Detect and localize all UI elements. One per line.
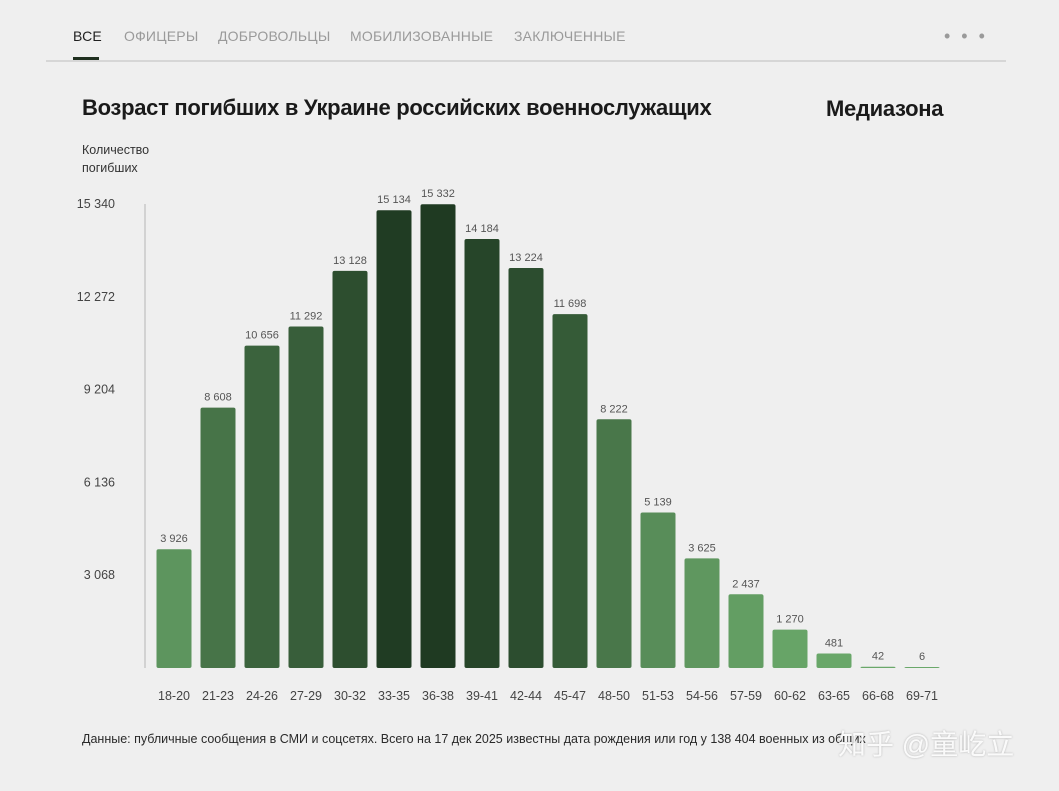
more-options-icon[interactable]: • • • (944, 26, 988, 46)
x-tick-label: 51-53 (642, 689, 674, 703)
bar (860, 666, 896, 668)
brand-logo: Медиазона (826, 96, 944, 121)
x-tick-label: 21-23 (202, 689, 234, 703)
data-source-note: Данные: публичные сообщения в СМИ и соцс… (82, 732, 866, 746)
bar-value-label: 1 270 (776, 614, 804, 626)
bar (200, 407, 236, 668)
bar (728, 594, 764, 668)
x-tick-label: 33-35 (378, 689, 410, 703)
bar (156, 549, 192, 668)
x-tick-label: 66-68 (862, 689, 894, 703)
x-tick-label: 27-29 (290, 689, 322, 703)
bar-value-label: 5 139 (644, 497, 672, 509)
filter-tabs: ВСЕ ОФИЦЕРЫ ДОБРОВОЛЬЦЫ МОБИЛИЗОВАННЫЕ З… (46, 0, 1006, 62)
x-tick-label: 60-62 (774, 689, 806, 703)
bar (508, 268, 544, 668)
bar (552, 314, 588, 668)
bar-value-label: 481 (825, 637, 843, 649)
bar-value-label: 15 134 (377, 194, 411, 206)
active-tab-indicator (73, 57, 99, 60)
x-tick-label: 63-65 (818, 689, 850, 703)
x-tick-label: 48-50 (598, 689, 630, 703)
bar-value-label: 42 (872, 651, 884, 663)
bar (904, 667, 940, 668)
tab-officers[interactable]: ОФИЦЕРЫ (124, 28, 199, 44)
bar (332, 270, 368, 668)
y-tick-label: 9 204 (84, 383, 115, 397)
x-tick-label: 24-26 (246, 689, 278, 703)
x-tick-label: 30-32 (334, 689, 366, 703)
chart-title: Возраст погибших в Украине российских во… (82, 95, 712, 120)
bar (244, 345, 280, 668)
bar-value-label: 11 292 (290, 310, 323, 322)
tab-all[interactable]: ВСЕ (73, 28, 102, 44)
tab-volunteers[interactable]: ДОБРОВОЛЬЦЫ (218, 28, 331, 44)
x-tick-label: 39-41 (466, 689, 498, 703)
bar (816, 653, 852, 668)
x-tick-label: 42-44 (510, 689, 542, 703)
bar-value-label: 6 (919, 651, 925, 663)
x-tick-label: 57-59 (730, 689, 762, 703)
y-tick-label: 6 136 (84, 475, 115, 489)
bar-value-label: 8 222 (600, 403, 628, 415)
x-tick-label: 45-47 (554, 689, 586, 703)
y-axis-label: Количество погибших (82, 143, 150, 175)
x-tick-label: 69-71 (906, 689, 938, 703)
bar (420, 204, 456, 668)
bar-value-label: 11 698 (554, 298, 587, 310)
tab-prisoners[interactable]: ЗАКЛЮЧЕННЫЕ (514, 28, 626, 44)
bar-value-label: 15 332 (421, 188, 455, 200)
bar-value-label: 13 224 (509, 252, 543, 264)
bar (464, 238, 500, 668)
bar (376, 210, 412, 669)
bar (288, 326, 324, 668)
bar-value-label: 14 184 (465, 223, 499, 235)
bar-value-label: 3 625 (688, 542, 716, 554)
bar (684, 558, 720, 668)
bar-value-label: 10 656 (245, 330, 279, 342)
bar (772, 629, 808, 668)
watermark: 知乎 @童屹立 (838, 729, 1015, 760)
tab-mobilized[interactable]: МОБИЛИЗОВАННЫЕ (350, 28, 494, 44)
bar (640, 512, 676, 668)
x-tick-label: 54-56 (686, 689, 718, 703)
y-tick-label: 3 068 (84, 568, 115, 582)
y-tick-label: 12 272 (77, 290, 115, 304)
bar-value-label: 2 437 (732, 578, 760, 590)
bar (596, 419, 632, 668)
x-tick-label: 18-20 (158, 689, 190, 703)
bar-value-label: 13 128 (333, 255, 367, 267)
bar-value-label: 3 926 (160, 533, 188, 545)
bar-value-label: 8 608 (204, 392, 232, 404)
y-tick-label: 15 340 (77, 197, 115, 211)
x-tick-label: 36-38 (422, 689, 454, 703)
